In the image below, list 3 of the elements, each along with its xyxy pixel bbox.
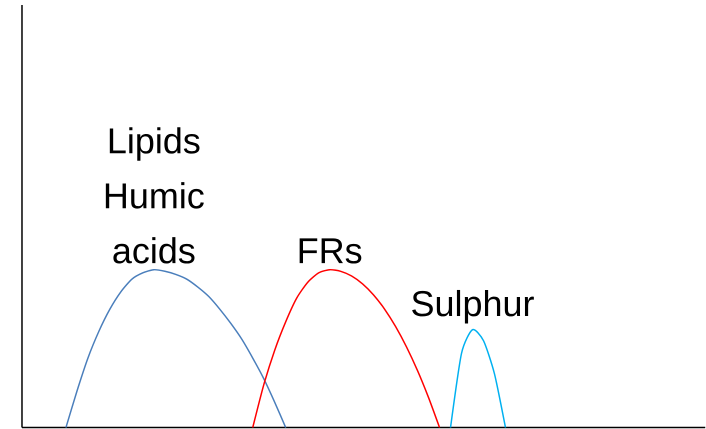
- series-label: FRs: [300, 238, 362, 264]
- series-label: Lipids Humic acids: [106, 127, 204, 264]
- series-label: Sulphur: [412, 290, 534, 324]
